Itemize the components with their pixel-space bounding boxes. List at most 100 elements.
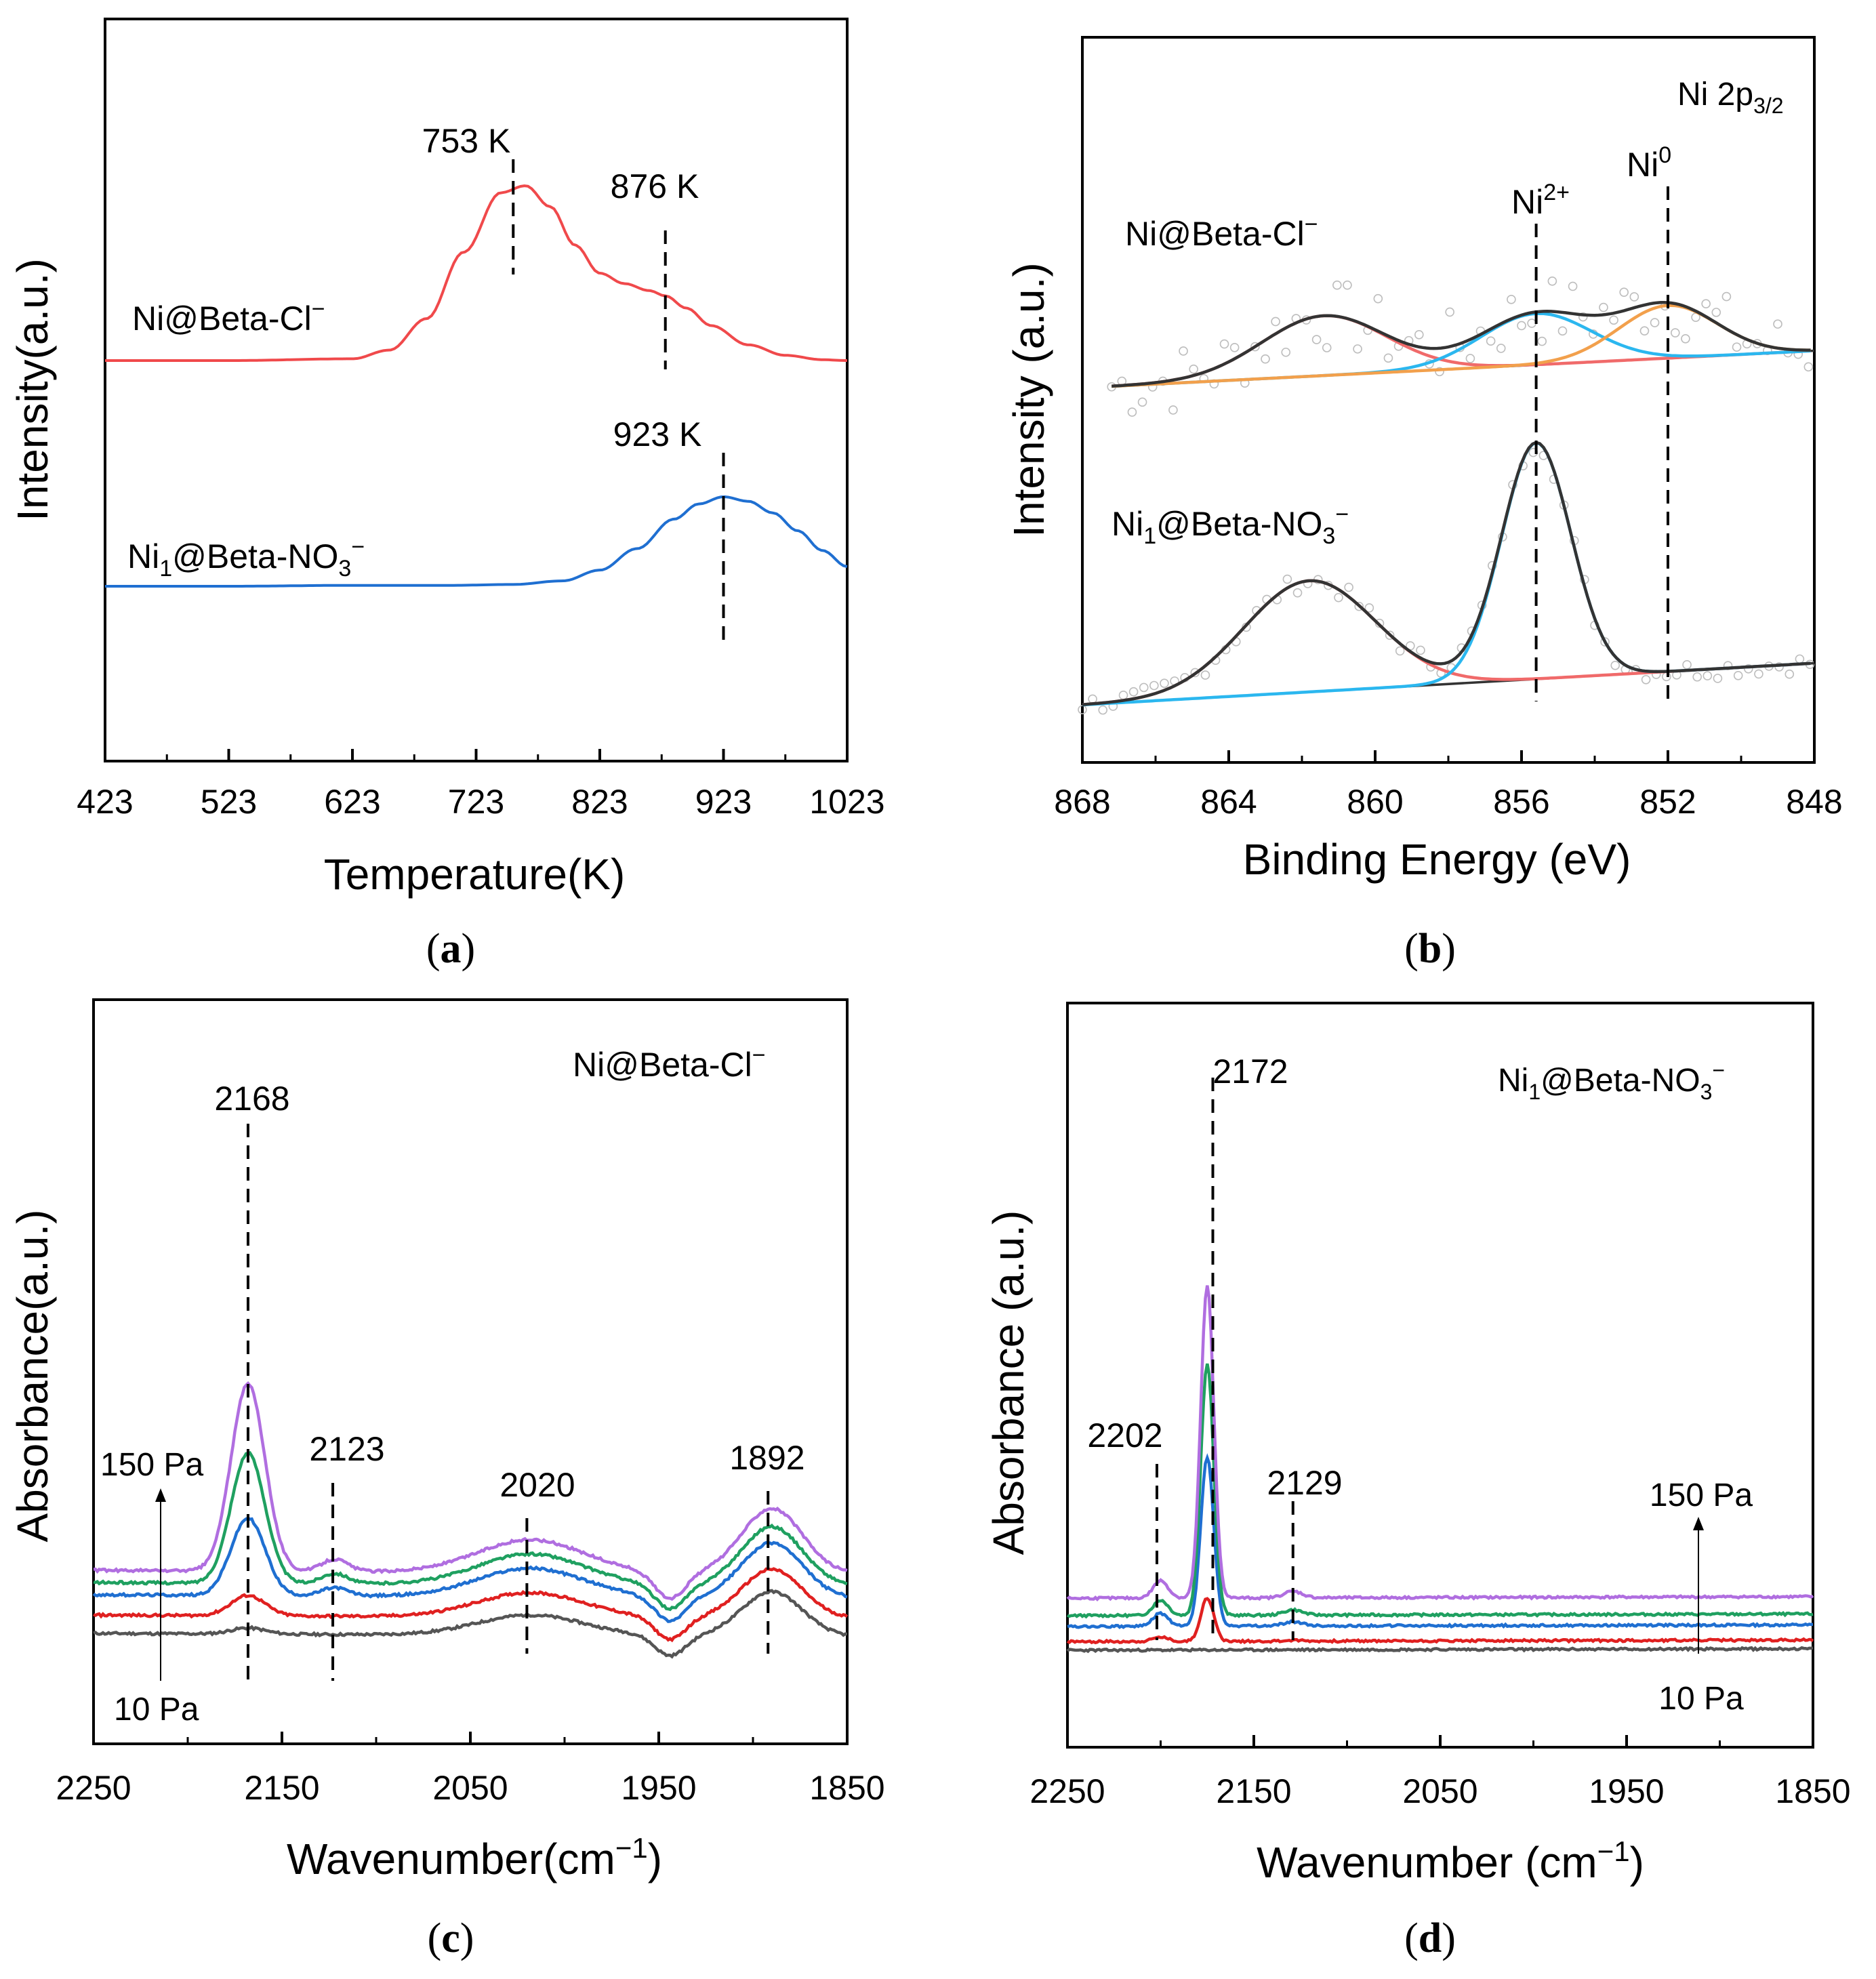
- xtick-label: 1950: [1589, 1772, 1664, 1810]
- raw-point: [1322, 343, 1332, 352]
- panel-c-series: [92, 1381, 849, 1659]
- raw-point: [1385, 630, 1395, 640]
- series-line: [93, 1381, 848, 1601]
- panel-c-caption: (c): [428, 1915, 474, 1961]
- raw-point: [1662, 672, 1671, 682]
- series-line: [1066, 1597, 1814, 1645]
- raw-point: [1374, 618, 1385, 628]
- raw-point: [1803, 362, 1814, 372]
- panel-b-markers: [1534, 186, 1669, 701]
- raw-point: [1578, 312, 1588, 322]
- raw-point: [1088, 694, 1097, 704]
- xtick-label: 423: [77, 783, 133, 821]
- raw-point: [1527, 319, 1536, 328]
- raw-point: [1149, 680, 1159, 691]
- panel-b-frame: [1081, 36, 1816, 764]
- xtick-label: 623: [324, 783, 380, 821]
- xtick-label: 856: [1493, 783, 1549, 821]
- panel-b-ylabel: Intensity (a.u.): [1004, 262, 1053, 537]
- panel-b-xticks: 868 864 860 856 852 848: [1054, 750, 1843, 821]
- raw-point: [1118, 691, 1128, 700]
- raw-point: [1354, 601, 1364, 611]
- raw-point: [1486, 336, 1496, 346]
- raw-point: [1395, 646, 1405, 656]
- panel-d-xticks: 2250 2150 2050 1950 1850: [1029, 1735, 1851, 1810]
- raw-point: [1537, 336, 1547, 346]
- panel-d-xlabel: Wavenumber (cm−1): [1257, 1835, 1644, 1887]
- xtick-label: 1950: [621, 1769, 696, 1807]
- raw-point: [1261, 354, 1270, 364]
- raw-point: [1702, 671, 1713, 680]
- series-line: [93, 1450, 848, 1612]
- panel-b: 868 864 860 856 852 848 Binding Energy (eV) I…: [1004, 36, 1843, 972]
- xtick-label: 2150: [1216, 1772, 1291, 1810]
- raw-point: [1160, 678, 1169, 688]
- raw-point: [1282, 574, 1292, 584]
- panel-b-title: Ni 2p3/2: [1677, 77, 1784, 118]
- panel-c-pressure-low: 10 Pa: [114, 1692, 199, 1728]
- raw-point: [1127, 407, 1137, 417]
- xtick-label: 1850: [809, 1769, 884, 1807]
- panel-d-arrow-head: [1693, 1517, 1704, 1530]
- raw-point: [1754, 669, 1763, 679]
- component-Ni2+: [1082, 441, 1811, 707]
- xtick-label: 860: [1347, 783, 1403, 821]
- panel-a-xticks: 423 523 623 723 823 923 1023: [77, 749, 885, 821]
- raw-point: [1639, 326, 1650, 335]
- panel-a-ylabel: Intensity(a.u.): [8, 258, 57, 521]
- xtick-label: 852: [1639, 783, 1696, 821]
- raw-point: [1435, 367, 1444, 377]
- raw-point: [1139, 682, 1149, 693]
- raw-point: [1650, 318, 1660, 327]
- panel-c-pressure-high: 150 Pa: [100, 1447, 203, 1483]
- raw-point: [1334, 592, 1343, 603]
- raw-point: [1557, 326, 1568, 336]
- raw-point: [1568, 281, 1578, 291]
- xtick-label: 2050: [432, 1769, 508, 1807]
- raw-point: [1219, 339, 1229, 349]
- panel-d-pressure-low: 10 Pa: [1658, 1681, 1744, 1717]
- raw-point: [1713, 674, 1723, 683]
- panel-c-peak-1892: 1892: [729, 1439, 804, 1477]
- raw-point: [1383, 353, 1393, 363]
- raw-point: [1641, 674, 1651, 685]
- panel-a-annotation-876: 876 K: [611, 167, 699, 205]
- raw-point: [1773, 319, 1782, 329]
- panel-b-xlabel: Binding Energy (eV): [1243, 835, 1631, 884]
- raw-point: [1168, 405, 1178, 415]
- raw-point: [1281, 347, 1291, 357]
- xtick-label: 868: [1054, 783, 1110, 821]
- raw-point: [1311, 335, 1322, 344]
- panel-d-ylabel: Absorbance (a.u.): [984, 1210, 1033, 1555]
- panel-a-xlabel: Temperature(K): [324, 850, 626, 899]
- raw-point: [1711, 308, 1721, 317]
- raw-point: [1701, 299, 1711, 309]
- panel-a-annotation-753: 753 K: [422, 122, 511, 160]
- raw-point: [1098, 705, 1108, 715]
- panel-b-peak-ni2: Ni2+: [1511, 180, 1570, 221]
- xtick-label: 848: [1786, 783, 1842, 821]
- panel-b-label-cl: Ni@Beta-Cl−: [1125, 211, 1318, 253]
- raw-point: [1517, 321, 1526, 331]
- panel-d-peak-2129: 2129: [1267, 1464, 1342, 1502]
- panel-c-peak-2123: 2123: [309, 1430, 384, 1468]
- series-line: [92, 1567, 849, 1643]
- xtick-label: 2050: [1402, 1772, 1477, 1810]
- panel-d-peak-2202: 2202: [1087, 1416, 1162, 1454]
- panel-d: 2250 2150 2050 1950 1850 Wavenumber (cm−1) A…: [984, 1002, 1851, 1961]
- panel-c: 2250 2150 2050 1950 1850 Wavenumber(cm−1) Ab…: [8, 998, 885, 1961]
- panel-d-series: [1066, 1285, 1814, 1654]
- raw-point: [1078, 705, 1087, 714]
- raw-point: [1137, 397, 1147, 407]
- raw-point: [1200, 670, 1210, 680]
- panel-d-caption: (d): [1404, 1915, 1456, 1961]
- series-line: [93, 1589, 848, 1659]
- raw-point: [1343, 280, 1352, 290]
- panel-c-markers: [246, 1124, 770, 1681]
- panel-b-caption: (b): [1404, 926, 1456, 972]
- panel-c-ylabel: Absorbance(a.u.): [8, 1210, 57, 1543]
- series-line: [1066, 1646, 1814, 1654]
- component-satellite: [1082, 579, 1811, 706]
- panel-b-raw-data: [1078, 276, 1815, 715]
- raw-point: [1128, 687, 1139, 697]
